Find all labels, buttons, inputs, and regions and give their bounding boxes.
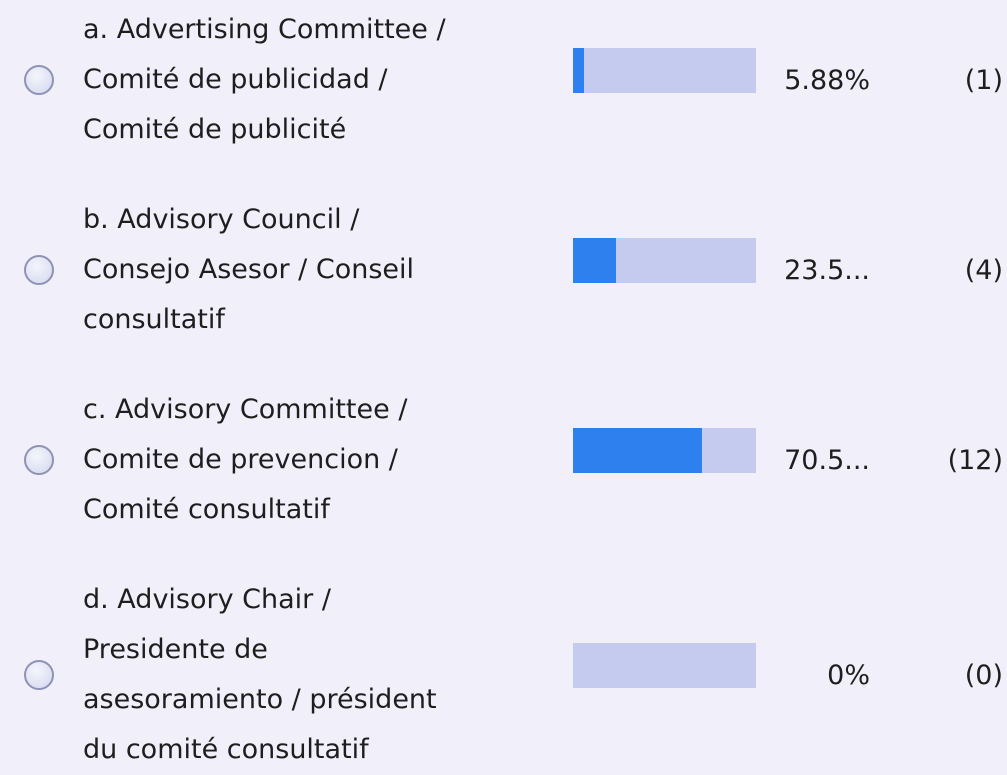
vote-count: (12)	[947, 444, 1003, 476]
percent-label: 23.5...	[784, 254, 870, 286]
label-line: Consejo Asesor / Conseil	[83, 254, 415, 285]
radio-button[interactable]	[24, 65, 54, 95]
poll-option: d. Advisory Chair / Presidente de asesoram…	[0, 575, 1007, 775]
option-label: b. Advisory Council / Consejo Asesor / Co…	[83, 195, 553, 345]
bar-fill	[573, 238, 617, 283]
percent-label: 5.88%	[784, 64, 870, 96]
bar-track	[573, 238, 756, 283]
bar-track	[573, 643, 756, 688]
vote-count: (1)	[964, 64, 1003, 96]
vote-count: (4)	[964, 254, 1003, 286]
label-line: Presidente de	[83, 634, 268, 665]
option-label: d. Advisory Chair / Presidente de asesoram…	[83, 575, 553, 775]
label-line: c. Advisory Committee /	[83, 394, 408, 425]
label-line: Comite de prevencion /	[83, 444, 398, 475]
label-line: Comité consultatif	[83, 494, 330, 525]
vote-count: (0)	[964, 659, 1003, 691]
poll-option: c. Advisory Committee / Comite de prevenc…	[0, 385, 1007, 535]
label-line: asesoramiento / président	[83, 684, 437, 715]
option-label: c. Advisory Committee / Comite de prevenc…	[83, 385, 553, 535]
label-line: a. Advertising Committee /	[83, 14, 446, 45]
label-line: du comité consultatif	[83, 734, 369, 765]
poll-option: a. Advertising Committee / Comité de publ…	[0, 5, 1007, 155]
label-line: d. Advisory Chair /	[83, 584, 331, 615]
radio-button[interactable]	[24, 445, 54, 475]
label-line: Comité de publicité	[83, 114, 347, 145]
option-label: a. Advertising Committee / Comité de publ…	[83, 5, 553, 155]
label-line: b. Advisory Council /	[83, 204, 360, 235]
percent-label: 70.5...	[784, 444, 870, 476]
label-line: Comité de publicidad /	[83, 64, 388, 95]
label-line: consultatif	[83, 304, 225, 335]
bar-track	[573, 428, 756, 473]
bar-track	[573, 48, 756, 93]
radio-button[interactable]	[24, 660, 54, 690]
bar-fill	[573, 428, 703, 473]
poll-option: b. Advisory Council / Consejo Asesor / Co…	[0, 195, 1007, 345]
bar-fill	[573, 48, 584, 93]
radio-button[interactable]	[24, 255, 54, 285]
percent-label: 0%	[827, 659, 870, 691]
